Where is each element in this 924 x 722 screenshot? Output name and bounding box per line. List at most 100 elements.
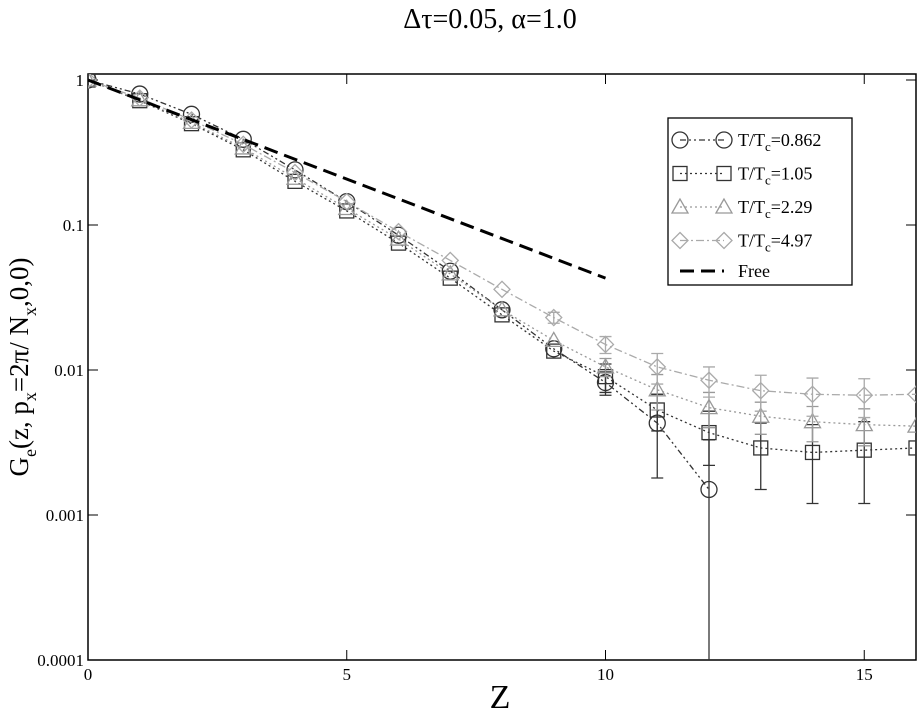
legend-label-part: T/T [738,164,765,184]
series [88,74,916,419]
series-line [88,79,916,454]
error-bar [806,377,819,417]
marker [130,89,149,108]
marker [132,93,148,109]
x-axis-label: Z [490,679,511,716]
marker [596,335,615,354]
y-tick-label: 0.01 [54,361,84,380]
marker [714,197,734,214]
series-line [88,79,710,490]
marker [751,381,770,400]
marker [546,343,562,359]
legend-box [667,117,853,286]
marker [700,371,718,390]
y-label-part: x [20,392,40,401]
marker [389,222,408,241]
marker [441,264,460,281]
error-bar [547,311,560,324]
marker [337,199,356,216]
marker [88,74,97,89]
y-label-part: G [4,457,34,477]
marker [906,416,916,433]
marker [596,357,615,374]
marker [908,440,916,456]
legend-label-part: T/T [738,197,765,217]
series [88,74,718,660]
marker [492,300,512,317]
y-tick-label: 0.1 [63,216,84,235]
legend-label-part: =1.05 [771,164,813,184]
marker [234,130,252,148]
marker [286,161,304,179]
marker [699,398,719,415]
y-label-part: e [20,449,40,457]
series-line [88,79,916,427]
series [88,78,607,280]
chart-title: Δτ=0.05, α=1.0 [403,4,577,35]
marker [544,331,563,348]
marker [670,197,690,214]
x-tick-label: 10 [597,665,614,684]
marker [339,203,355,219]
legend-label-part: T/T [738,130,765,150]
marker [803,412,822,429]
y-tick-label: 0.0001 [37,651,84,670]
marker [131,85,149,103]
series-line [88,79,916,396]
legend-label: T/Tc=1.05 [738,164,812,188]
marker [441,262,459,280]
marker [389,229,408,246]
error-bar [754,374,767,412]
marker [907,385,916,404]
marker [700,480,718,499]
legend-label: T/Tc=2.29 [738,197,812,221]
y-tick-label: 1 [76,71,85,90]
legend-label-part: c [765,240,771,255]
marker [715,231,733,250]
y-label-part: =2π/ N [4,316,34,392]
marker [855,415,874,432]
marker [286,163,304,182]
marker [88,74,96,88]
legend-label-part: =4.97 [771,231,813,251]
y-axis-label: Ge(z, px=2π/ Nx,0,0) [4,257,40,476]
legend-label-part: T/T [738,231,765,251]
error-bar [599,335,612,355]
y-label-part: ,0,0) [4,257,34,307]
y-tick-label: 0.001 [46,506,84,525]
marker [671,131,689,149]
legend-label-part: c [765,206,771,221]
marker [804,444,821,461]
x-tick-label: 5 [343,665,352,684]
legend-label: T/Tc=4.97 [738,231,812,255]
marker [671,231,689,250]
error-bar [703,439,715,660]
marker [753,440,769,456]
y-label-part: x [20,307,40,316]
y-label-part: (z, p [4,401,34,449]
error-bar [858,378,871,419]
marker [235,142,251,158]
x-tick-label: 0 [84,665,93,684]
marker [751,406,770,423]
marker [648,380,667,397]
marker [855,386,874,405]
marker [715,131,733,149]
legend-label-part: =0.862 [771,130,822,150]
x-tick-label: 15 [856,665,873,684]
marker [648,358,667,376]
marker [672,165,688,182]
legend-label: Free [738,261,770,281]
marker [803,385,822,404]
marker [88,74,98,87]
marker [441,251,460,270]
marker [337,192,356,211]
marker [544,308,563,327]
legend-label-part: =2.29 [771,197,813,217]
marker [493,280,511,299]
legend-label-part: Free [738,261,770,281]
series-line [88,78,607,280]
legend-label-part: c [765,173,771,188]
